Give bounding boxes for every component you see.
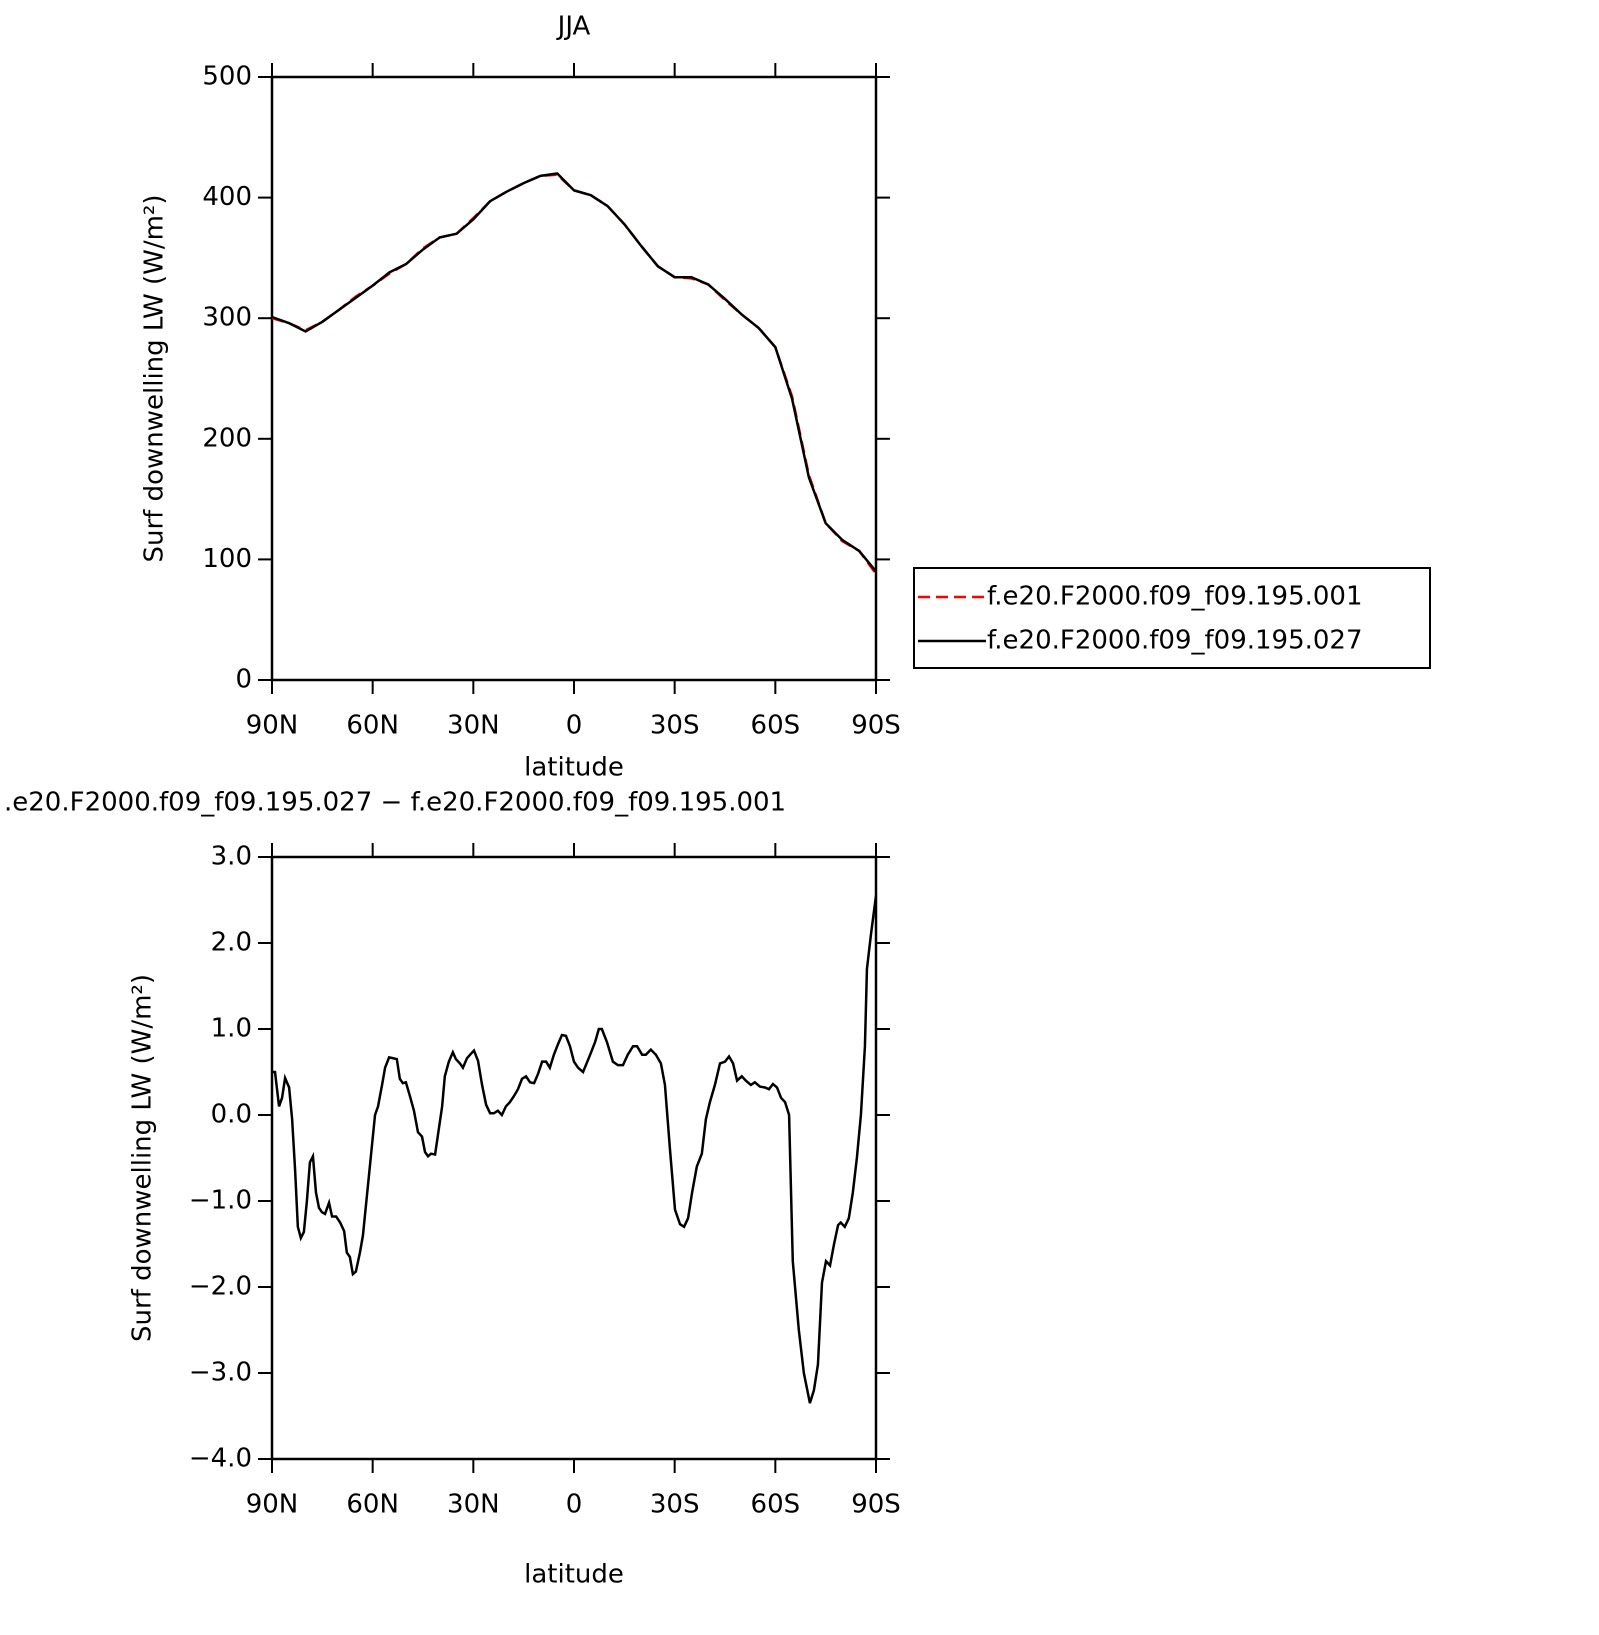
- y-tick-label: −1.0: [189, 1186, 252, 1216]
- x-tick-label: 30S: [650, 711, 700, 741]
- y-tick-label: 0.0: [211, 1100, 252, 1130]
- y-tick-label: 0: [235, 665, 252, 695]
- y-tick-label: 200: [202, 423, 252, 453]
- x-tick-label: 60S: [751, 1490, 801, 1520]
- chart-title: .e20.F2000.f09_f09.195.027 − f.e20.F2000…: [4, 788, 786, 818]
- y-tick-label: 300: [202, 303, 252, 333]
- x-tick-label: 0: [566, 711, 583, 741]
- x-tick-label: 60S: [751, 711, 801, 741]
- x-tick-label: 30S: [650, 1490, 700, 1520]
- x-tick-label: 90N: [246, 1490, 299, 1520]
- x-tick-label: 0: [566, 1490, 583, 1520]
- y-tick-label: 500: [202, 62, 252, 92]
- data-line: [272, 895, 878, 1404]
- plot-frame: [270, 855, 878, 1461]
- legend-box: [913, 567, 1431, 669]
- y-tick-label: −3.0: [189, 1358, 252, 1388]
- data-line: [271, 172, 877, 573]
- x-axis-label: latitude: [524, 1560, 624, 1590]
- y-tick-label: 100: [202, 544, 252, 574]
- y-axis-label: Surf downwelling LW (W/m²): [140, 195, 170, 563]
- y-tick-label: −2.0: [189, 1272, 252, 1302]
- x-axis-label: latitude: [524, 753, 624, 783]
- x-tick-label: 60N: [346, 711, 399, 741]
- y-tick-label: 2.0: [211, 928, 252, 958]
- x-tick-label: 90S: [851, 1490, 901, 1520]
- x-tick-label: 30N: [447, 711, 500, 741]
- y-axis-label: Surf downwelling LW (W/m²): [128, 974, 158, 1342]
- legend-label: f.e20.F2000.f09_f09.195.027: [987, 626, 1363, 656]
- x-tick-label: 90N: [246, 711, 299, 741]
- legend-label: f.e20.F2000.f09_f09.195.001: [987, 582, 1363, 612]
- x-tick-label: 60N: [346, 1490, 399, 1520]
- chart-title: JJA: [556, 12, 591, 42]
- x-tick-label: 90S: [851, 711, 901, 741]
- y-tick-label: −4.0: [189, 1444, 252, 1474]
- y-tick-label: 1.0: [211, 1014, 252, 1044]
- x-tick-label: 30N: [447, 1490, 500, 1520]
- y-tick-label: 3.0: [211, 842, 252, 872]
- y-tick-label: 400: [202, 182, 252, 212]
